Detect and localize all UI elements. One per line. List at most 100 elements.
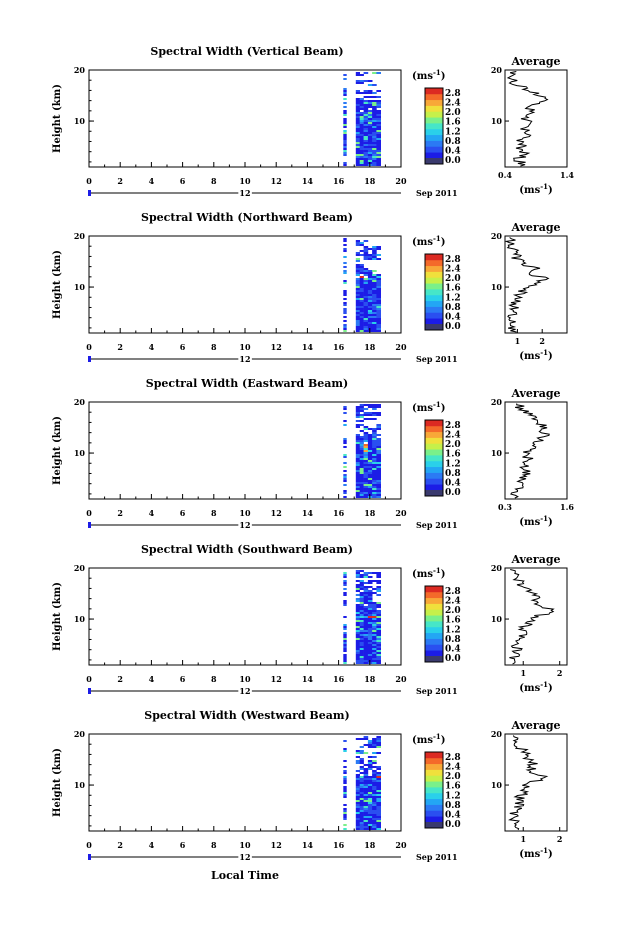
heatmap-cell: [372, 806, 377, 808]
heatmap-cell: [343, 646, 347, 648]
heatmap-cell: [359, 320, 364, 322]
heatmap-cell: [367, 142, 373, 144]
heatmap-cell: [355, 310, 360, 312]
heatmap-cell: [372, 116, 377, 118]
heatmap-cell: [355, 812, 360, 814]
heatmap-cell: [355, 314, 360, 316]
x-ticks: 0 2 4 6 8 10 12 14 16 18 20: [86, 826, 407, 850]
y-axis-label: Height (km): [52, 416, 63, 485]
heatmap-cell: [367, 114, 373, 116]
heatmap-cell: [343, 626, 347, 628]
heatmap-cell: [367, 404, 373, 406]
heatmap-cell: [355, 108, 360, 110]
x-tick-label: 20: [395, 176, 407, 186]
heatmap-cell: [355, 436, 360, 438]
heatmap-cell: [376, 792, 381, 794]
heatmap-cell: [376, 458, 381, 460]
heatmap-cell: [363, 294, 369, 296]
heatmap-cell: [367, 658, 373, 660]
heatmap-cell: [376, 310, 381, 312]
heatmap-cell: [363, 606, 369, 608]
heatmap-cell: [359, 608, 364, 610]
heatmap-cell: [376, 144, 381, 146]
heatmap-cell: [343, 810, 347, 812]
colorbar-tick-label: 2.8: [445, 753, 461, 763]
heatmap-cell: [359, 654, 364, 656]
heatmap-cell: [372, 300, 377, 302]
average-y-tick-label: 10: [491, 448, 503, 458]
heatmap-cell: [355, 492, 360, 494]
heatmap-cell: [376, 476, 381, 478]
heatmap-cell: [363, 492, 369, 494]
heatmap-cell: [355, 306, 360, 308]
heatmap-cell: [355, 270, 360, 272]
date-axis-day: 12: [239, 188, 250, 198]
heatmap-cell: [363, 458, 369, 460]
heatmap-cell: [372, 630, 377, 632]
colorbar-tick-label: 2.8: [445, 89, 461, 99]
heatmap-cell: [363, 310, 369, 312]
heatmap-cell: [372, 428, 377, 430]
heatmap-cell: [367, 622, 373, 624]
heatmap-cell: [343, 772, 347, 774]
heatmap-cell: [372, 462, 377, 464]
heatmap-cell: [367, 818, 373, 820]
heatmap-cell: [372, 796, 377, 798]
y-tick-label: 20: [74, 729, 86, 739]
heatmap-cell: [376, 616, 381, 618]
colorbar-segment: [425, 420, 443, 427]
heatmap-cell: [372, 458, 377, 460]
heatmap-cell: [363, 460, 369, 462]
x-tick-label: 8: [211, 176, 217, 186]
heatmap-cell: [367, 472, 373, 474]
colorbar-segment: [425, 792, 443, 800]
heatmap-cell: [372, 814, 377, 816]
heatmap-cell: [363, 588, 369, 590]
heatmap-cell: [355, 164, 360, 166]
heatmap-cell: [359, 264, 364, 266]
x-tick-label: 6: [180, 508, 186, 518]
heatmap-cell: [372, 102, 377, 104]
heatmap-cell: [359, 822, 364, 824]
heatmap-cell: [363, 312, 369, 314]
heatmap-cell: [376, 142, 381, 144]
heatmap-cell: [363, 160, 369, 162]
heatmap-cell: [359, 142, 364, 144]
heatmap-cell: [355, 806, 360, 808]
heatmap-cell: [359, 802, 364, 804]
heatmap-cell: [343, 634, 347, 636]
heatmap-cell: [355, 738, 360, 740]
heatmap-cell: [376, 820, 381, 822]
heatmap-cell: [376, 646, 381, 648]
heatmap-cell: [343, 126, 347, 128]
average-x-tick-label: 1.4: [560, 170, 574, 180]
heatmap-cell: [363, 240, 369, 242]
heatmap-cell: [372, 136, 377, 138]
colorbar-tick-label: 0.0: [445, 820, 461, 830]
heatmap-cell: [363, 154, 369, 156]
heatmap-cell: [355, 288, 360, 290]
colorbar-segment: [425, 638, 443, 645]
heatmap-cell: [363, 280, 369, 282]
heatmap-cell: [367, 806, 373, 808]
colorbar-segment: [425, 816, 443, 823]
heatmap-cell: [363, 472, 369, 474]
heatmap-cell: [367, 810, 373, 812]
heatmap-cell: [376, 468, 381, 470]
heatmap-cell: [355, 102, 360, 104]
heatmap-cell: [372, 818, 377, 820]
heatmap-cell: [359, 316, 364, 318]
heatmap-cell: [359, 602, 364, 604]
heatmap-cell: [367, 590, 373, 592]
heatmap-cell: [355, 278, 360, 280]
heatmap-cell: [363, 794, 369, 796]
heatmap-cell: [359, 314, 364, 316]
heatmap-cell: [367, 634, 373, 636]
heatmap-cell: [359, 154, 364, 156]
heatmap-cell: [355, 118, 360, 120]
heatmap-cell: [355, 580, 360, 582]
heatmap-cell: [372, 72, 377, 74]
heatmap-cell: [367, 296, 373, 298]
